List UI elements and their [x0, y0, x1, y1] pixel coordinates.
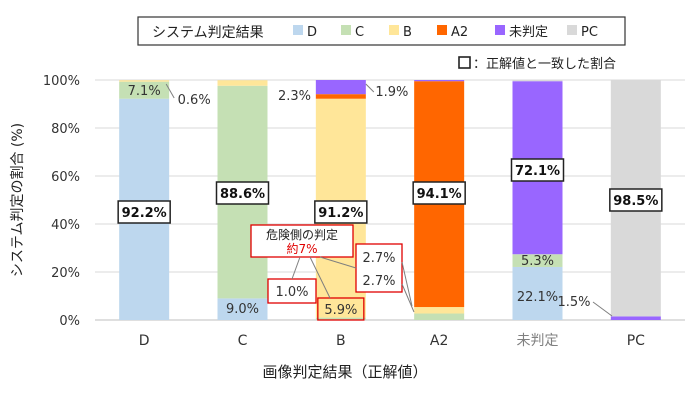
correct-label: 72.1%: [515, 164, 560, 179]
bar-segment: [315, 80, 366, 95]
bar-segment: [414, 313, 465, 320]
danger-box: [267, 278, 317, 304]
legend-title: システム判定結果: [152, 25, 264, 41]
x-tick-label: D: [139, 333, 150, 349]
bar-segment: [512, 266, 563, 320]
danger-note-box: [250, 224, 354, 258]
data-label: 1.0%: [275, 285, 308, 300]
bar-segment: [512, 254, 563, 267]
legend-label: PC: [581, 25, 598, 40]
legend-label: C: [355, 25, 364, 40]
legend-label: B: [403, 25, 412, 40]
correct-label: 94.1%: [417, 187, 462, 202]
y-axis-title: システム判定の割合 (%): [9, 123, 26, 277]
y-tick-label: 0%: [59, 314, 80, 329]
x-tick-label: B: [336, 333, 346, 349]
x-axis-title: 画像判定結果（正解値）: [262, 363, 427, 381]
correct-label-box: [412, 181, 466, 205]
legend-items: D C B A2 未判定 PC: [293, 25, 598, 40]
data-label: 2.7%: [362, 274, 395, 289]
legend: システム判定結果 D C B A2 未判定 PC: [137, 16, 626, 46]
data-label: 5.3%: [521, 254, 554, 269]
leader-line: [165, 83, 175, 99]
correct-label-box: [510, 158, 565, 182]
leader-line: [592, 301, 613, 317]
bar-segment: [315, 317, 366, 320]
leader-line: [401, 283, 415, 313]
bar-segment: [217, 298, 268, 320]
correct-label: 98.5%: [613, 194, 658, 209]
bar-segment: [414, 307, 465, 314]
legend-swatch: [437, 25, 447, 35]
data-label: 1.9%: [375, 85, 408, 100]
danger-note-line2: 約7%: [286, 241, 317, 256]
gridlines: [95, 79, 685, 321]
correct-label-box: [117, 200, 171, 224]
annotations: 92.2% 88.6% 91.2% 94.1% 72.1% 98.5% 7.1% 0.6% 2.…: [117, 83, 663, 321]
correct-box-note-text: ：正解値と一致した割合: [473, 56, 616, 72]
data-label: 1.5%: [557, 295, 590, 310]
correct-label-box: [215, 181, 270, 205]
leader-line: [401, 261, 413, 307]
bar-segment: [414, 80, 465, 82]
data-label: 2.3%: [278, 89, 311, 104]
y-tick-label: 100%: [43, 74, 80, 89]
bar-segment: [119, 81, 170, 99]
bar-segment: [217, 80, 268, 86]
legend-swatch: [495, 25, 505, 35]
legend-swatch: [389, 25, 399, 35]
bar-segment: [119, 80, 170, 82]
legend-label: D: [307, 25, 317, 40]
data-label: 7.1%: [128, 84, 161, 99]
y-tick-label: 20%: [51, 266, 80, 281]
correct-label: 92.2%: [122, 206, 167, 221]
y-tick-label: 60%: [51, 170, 80, 185]
y-tick-label: 40%: [51, 218, 80, 233]
x-axis: D C B A2 未判定 PC: [139, 333, 645, 349]
legend-swatch: [341, 25, 351, 35]
data-label: 2.7%: [362, 251, 395, 266]
bar-segment: [315, 94, 366, 99]
y-tick-label: 80%: [51, 122, 80, 137]
y-axis: 0% 20% 40% 60% 80% 100%: [43, 74, 80, 329]
correct-label: 88.6%: [220, 187, 265, 202]
danger-box: [317, 297, 365, 321]
danger-note-line1: 危険側の判定: [266, 227, 338, 242]
x-tick-label: C: [238, 333, 248, 349]
bar-segment: [610, 316, 661, 320]
x-tick-label: PC: [627, 333, 645, 349]
legend-swatch: [293, 25, 303, 35]
data-label: 5.9%: [324, 303, 357, 318]
correct-label-box: [314, 200, 368, 224]
x-tick-label: A2: [430, 333, 448, 349]
correct-label: 91.2%: [318, 206, 363, 221]
bar-segment: [512, 80, 563, 82]
legend-swatch: [567, 25, 577, 35]
legend-label: 未判定: [509, 25, 548, 40]
correct-label-box: [609, 188, 663, 212]
x-tick-label: 未判定: [517, 333, 559, 349]
leader-line: [309, 256, 331, 299]
data-label: 9.0%: [226, 302, 259, 317]
data-label: 0.6%: [178, 93, 211, 108]
leader-line: [291, 256, 301, 280]
leader-line: [319, 256, 357, 269]
leader-line: [365, 83, 375, 93]
correct-box-note: ：正解値と一致した割合: [458, 56, 616, 72]
legend-label: A2: [451, 25, 468, 40]
data-label: 22.1%: [517, 290, 558, 305]
